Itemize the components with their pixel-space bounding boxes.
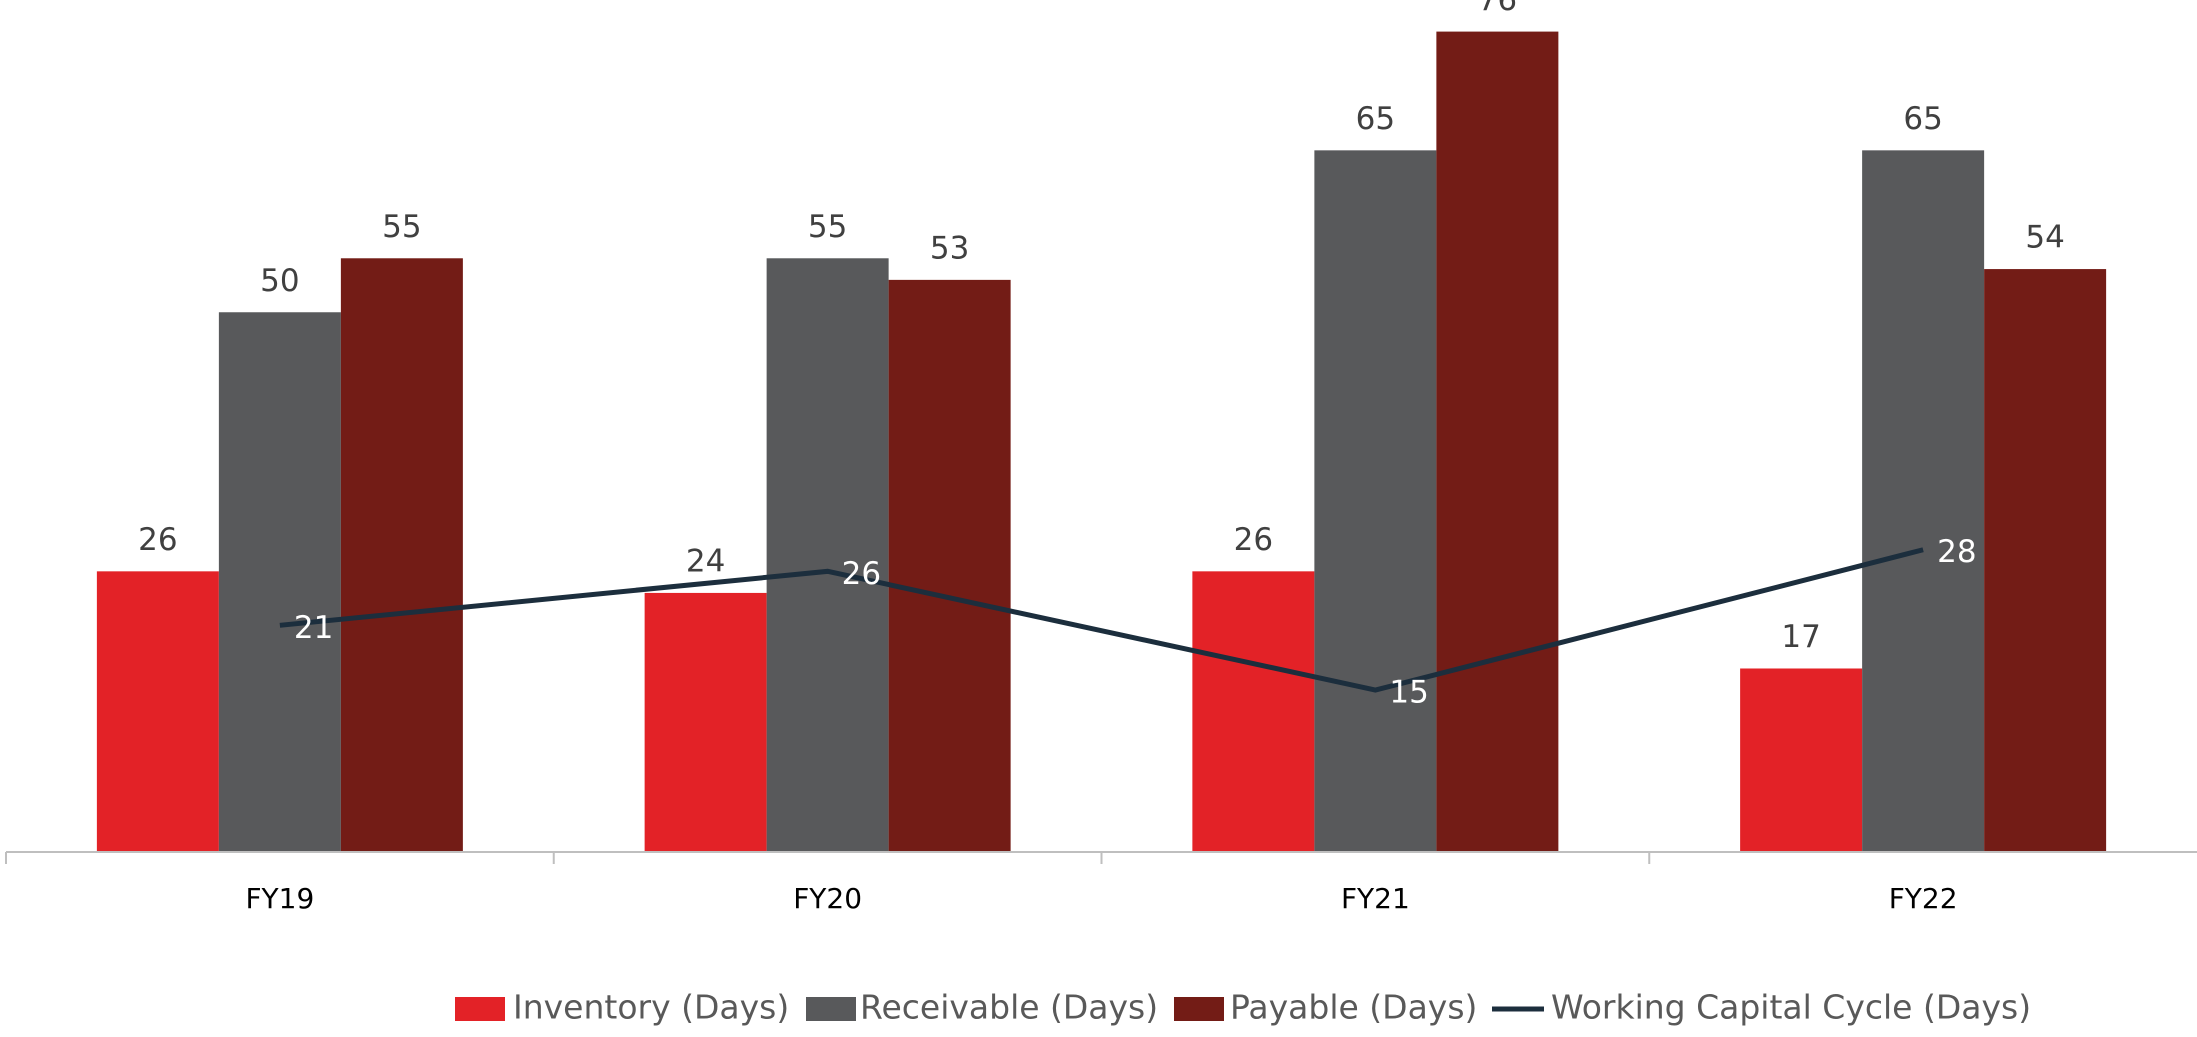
data-label: 65 — [1903, 101, 1942, 137]
data-label: 54 — [2025, 220, 2064, 256]
bar — [218, 312, 341, 852]
bar — [1984, 269, 2107, 853]
line-label: 28 — [1937, 534, 1976, 570]
legend-swatch — [455, 997, 505, 1021]
legend-label: Working Capital Cycle (Days) — [1551, 988, 2031, 1027]
line-label: 15 — [1389, 675, 1428, 711]
data-label: 65 — [1356, 101, 1395, 137]
bar — [1436, 31, 1559, 853]
bar — [644, 592, 767, 852]
bar — [1314, 150, 1437, 853]
legend-label: Receivable (Days) — [860, 988, 1158, 1027]
legend-label: Inventory (Days) — [513, 988, 789, 1027]
bar — [96, 571, 219, 852]
legend-swatch — [806, 997, 856, 1021]
data-label: 50 — [260, 263, 299, 299]
line-label: 21 — [294, 610, 333, 646]
bar — [340, 258, 463, 852]
data-label: 76 — [1478, 0, 1517, 18]
bar — [1740, 668, 1863, 852]
bar — [766, 258, 889, 852]
bar — [1862, 150, 1985, 853]
data-label: 24 — [686, 543, 725, 579]
x-tick-label: FY20 — [793, 882, 862, 915]
data-label: 26 — [138, 522, 177, 558]
x-tick-label: FY19 — [245, 882, 314, 915]
data-label: 17 — [1781, 619, 1820, 655]
legend-swatch — [1174, 997, 1224, 1021]
line — [279, 547, 1924, 693]
data-label: 55 — [808, 209, 847, 245]
bar — [888, 279, 1011, 852]
x-tick-label: FY21 — [1341, 882, 1410, 915]
data-label: 53 — [930, 230, 969, 266]
line-label: 26 — [842, 556, 881, 592]
data-label: 55 — [382, 209, 421, 245]
bar — [1192, 571, 1315, 852]
legend-label: Payable (Days) — [1230, 988, 1477, 1027]
data-label: 26 — [1234, 522, 1273, 558]
x-tick-label: FY22 — [1889, 882, 1958, 915]
